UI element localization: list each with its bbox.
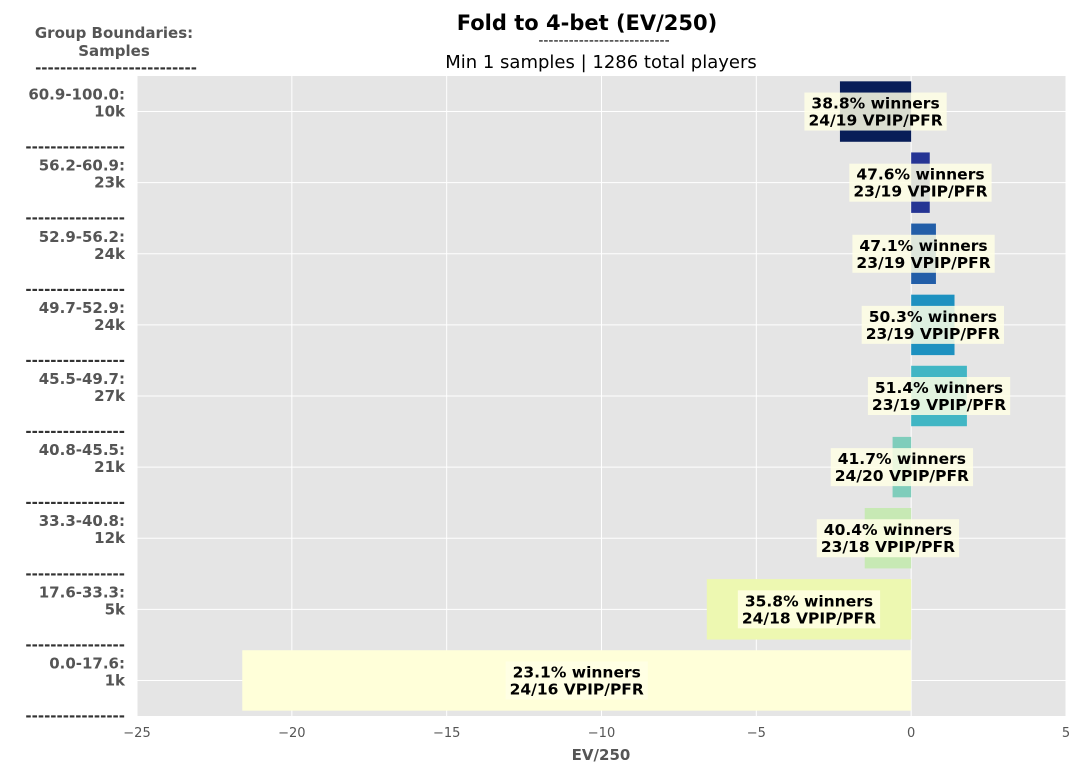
y-tick-samples: 21k <box>94 458 126 476</box>
data-label-box <box>737 590 881 629</box>
y-tick-range: 56.2-60.9: <box>39 157 125 175</box>
data-label-box <box>804 92 947 131</box>
data-label-vpip-pfr: 23/19 VPIP/PFR <box>856 254 990 272</box>
y-tick-samples: 27k <box>94 387 126 405</box>
data-label-vpip-pfr: 24/16 VPIP/PFR <box>510 680 644 698</box>
group-header-line1: Group Boundaries: <box>35 24 193 42</box>
data-label-box <box>861 305 1004 344</box>
y-tick-range: 17.6-33.3: <box>39 583 125 601</box>
data-label-box <box>867 377 1011 415</box>
y-tick-separator: ---------------- <box>25 636 125 654</box>
data-label-box <box>830 448 974 487</box>
data-label-winners: 23.1% winners <box>513 663 641 681</box>
data-label-vpip-pfr: 23/19 VPIP/PFR <box>853 183 987 201</box>
data-label-vpip-pfr: 23/19 VPIP/PFR <box>866 325 1000 343</box>
data-label-winners: 35.8% winners <box>745 592 873 610</box>
x-tick-label: −5 <box>747 726 766 741</box>
group-header-underline: -------------------------- <box>35 59 197 77</box>
group-header-line2: Samples <box>78 42 150 60</box>
x-tick-label: −20 <box>278 726 305 741</box>
y-tick-samples: 5k <box>105 600 126 618</box>
y-tick-separator: ---------------- <box>25 209 125 227</box>
x-tick-label: 5 <box>1062 726 1070 741</box>
x-tick-label: −15 <box>433 726 460 741</box>
y-tick-separator: ---------------- <box>25 423 125 441</box>
title-underline: -------------------------- <box>538 33 669 49</box>
data-label-winners: 50.3% winners <box>869 308 997 326</box>
y-tick-range: 52.9-56.2: <box>39 228 125 246</box>
y-tick-range: 0.0-17.6: <box>49 654 125 672</box>
y-tick-samples: 23k <box>94 174 126 192</box>
data-label-vpip-pfr: 23/19 VPIP/PFR <box>872 396 1006 414</box>
data-label-winners: 41.7% winners <box>838 450 966 468</box>
y-tick-samples: 24k <box>94 245 126 263</box>
x-tick-label: 0 <box>907 726 915 741</box>
y-tick-separator: ---------------- <box>25 565 125 583</box>
y-tick-separator: ---------------- <box>25 707 125 725</box>
y-tick-samples: 24k <box>94 316 126 334</box>
data-label-winners: 47.1% winners <box>859 237 987 255</box>
y-tick-separator: ---------------- <box>25 280 125 298</box>
data-label-box <box>816 519 960 558</box>
x-tick-label: −10 <box>588 726 615 741</box>
y-tick-samples: 10k <box>94 103 126 121</box>
y-tick-range: 49.7-52.9: <box>39 299 125 317</box>
data-label-winners: 51.4% winners <box>875 379 1003 397</box>
data-label-vpip-pfr: 24/20 VPIP/PFR <box>835 467 969 485</box>
data-label-box <box>505 661 648 700</box>
y-tick-range: 40.8-45.5: <box>39 441 125 459</box>
data-label-winners: 40.4% winners <box>824 521 952 539</box>
data-label-vpip-pfr: 24/19 VPIP/PFR <box>808 112 942 130</box>
x-tick-labels: −25 −20 −15 −10 −5 0 5 <box>123 726 1070 741</box>
y-tick-separator: ---------------- <box>25 138 125 156</box>
data-label-box <box>849 163 992 202</box>
y-tick-separator: ---------------- <box>25 351 125 369</box>
x-axis-label: EV/250 <box>572 746 631 764</box>
data-label-winners: 47.6% winners <box>856 166 984 184</box>
y-tick-labels: 60.9-100.0:10k----------------56.2-60.9:… <box>25 86 126 725</box>
y-tick-range: 60.9-100.0: <box>28 86 125 104</box>
chart-title: Fold to 4-bet (EV/250) <box>457 11 718 35</box>
chart-subtitle: Min 1 samples | 1286 total players <box>445 52 757 73</box>
x-tick-label: −25 <box>123 726 150 741</box>
data-label-vpip-pfr: 23/18 VPIP/PFR <box>821 538 955 556</box>
data-label-vpip-pfr: 24/18 VPIP/PFR <box>742 609 876 627</box>
y-tick-samples: 12k <box>94 529 126 547</box>
y-tick-samples: 1k <box>105 671 126 689</box>
y-tick-separator: ---------------- <box>25 494 125 512</box>
y-tick-range: 33.3-40.8: <box>39 512 125 530</box>
data-label-box <box>852 234 995 273</box>
data-label-winners: 38.8% winners <box>811 95 939 113</box>
y-tick-range: 45.5-49.7: <box>39 370 125 388</box>
